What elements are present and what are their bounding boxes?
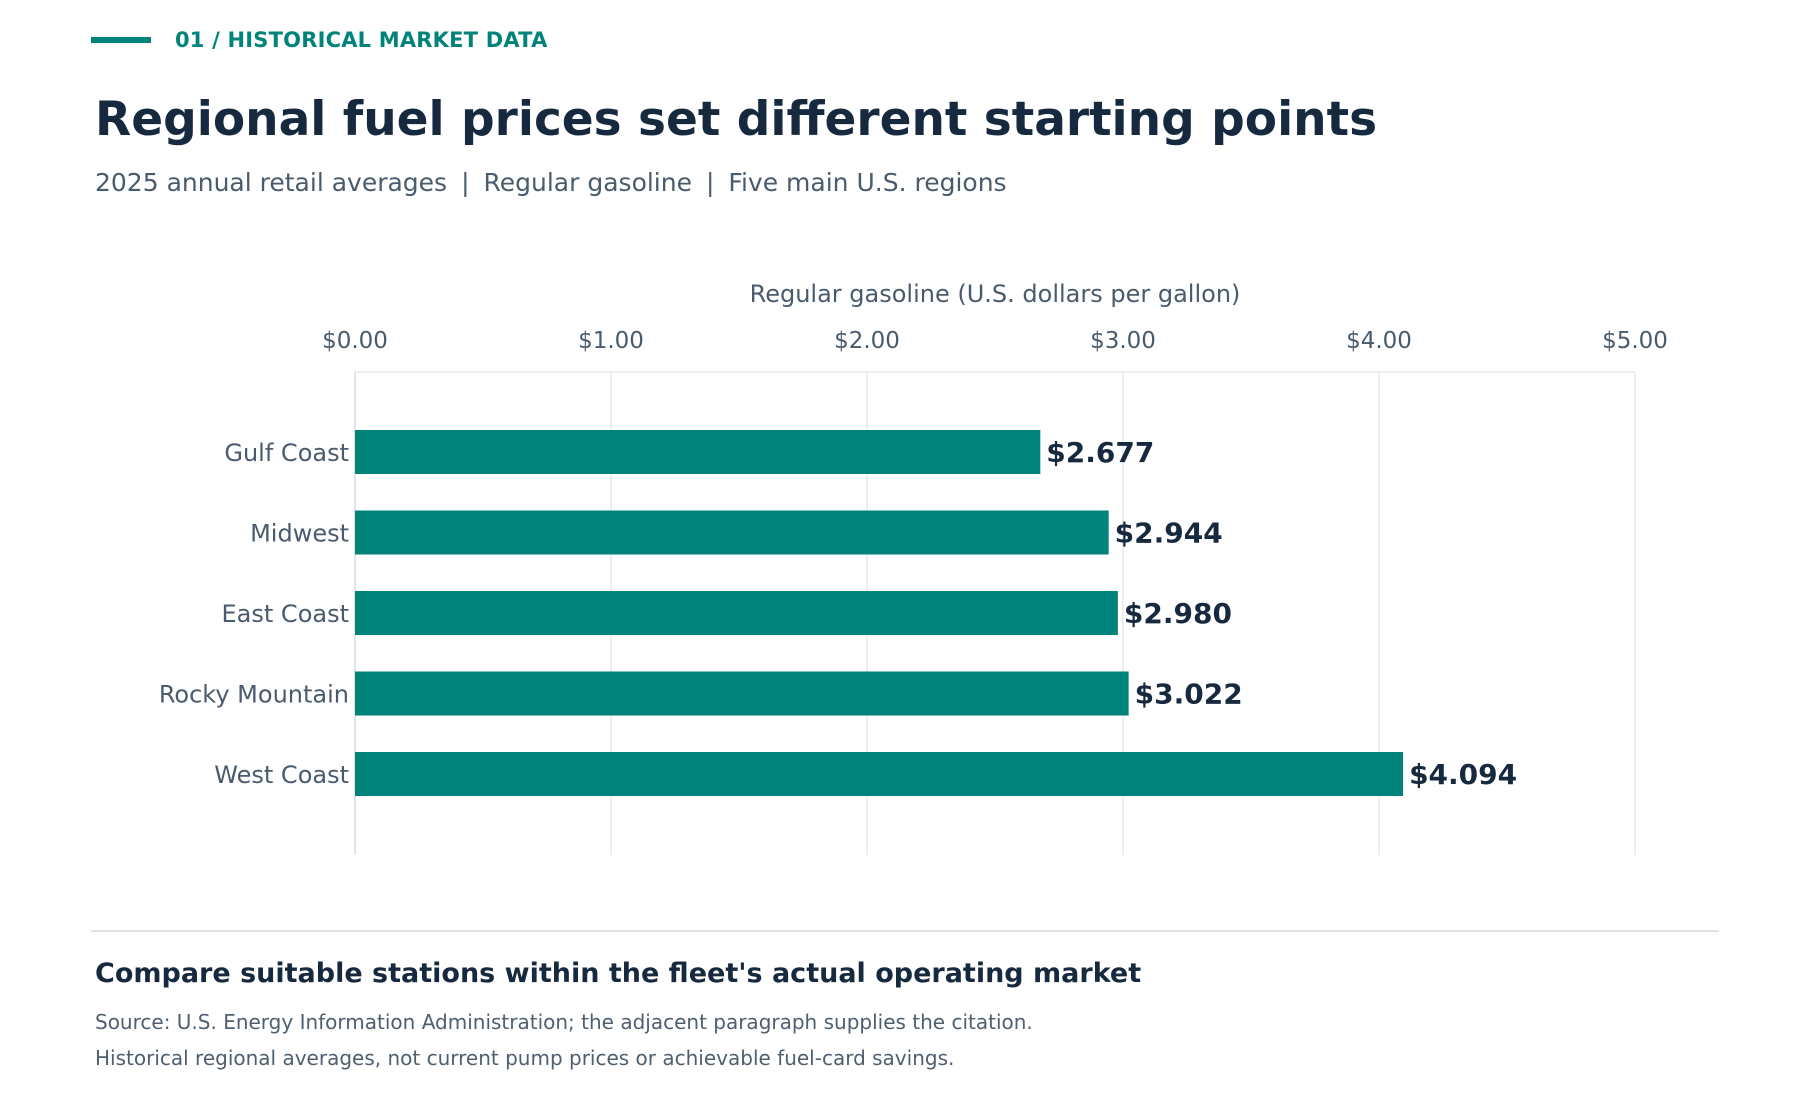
x-tick-label: $4.00 <box>1346 328 1412 354</box>
caveat-note: Historical regional averages, not curren… <box>95 1046 955 1070</box>
value-label: $2.944 <box>1115 517 1223 550</box>
subtitle-separator: | <box>705 168 715 197</box>
x-tick-label: $0.00 <box>322 328 388 354</box>
bar-east-coast <box>355 591 1118 635</box>
subtitle-part-year: 2025 annual retail averages <box>95 168 448 197</box>
x-tick-label: $3.00 <box>1090 328 1156 354</box>
bar-west-coast <box>355 752 1404 796</box>
category-label: West Coast <box>214 761 349 789</box>
chart-bars: Gulf Coast $2.677 Midwest $2.944 East Coast $… <box>159 430 1517 796</box>
bar-gulf-coast <box>355 430 1041 474</box>
category-label: Gulf Coast <box>224 439 349 467</box>
category-label: Midwest <box>250 520 349 548</box>
x-tick-label: $2.00 <box>834 328 900 354</box>
fuel-price-bar-chart: Regular gasoline (U.S. dollars per gallo… <box>159 280 1668 855</box>
eyebrow-label: 01 / HISTORICAL MARKET DATA <box>175 28 548 52</box>
x-axis-ticks: $0.00 $1.00 $2.00 $3.00 $4.00 $5.00 <box>322 328 1668 354</box>
section-eyebrow: 01 / HISTORICAL MARKET DATA <box>91 28 548 52</box>
x-tick-label: $5.00 <box>1602 328 1668 354</box>
page-subtitle: 2025 annual retail averages | Regular gaso… <box>95 168 1007 197</box>
bar-midwest <box>355 510 1109 555</box>
subtitle-part-regions: Five main U.S. regions <box>728 168 1007 197</box>
category-label: Rocky Mountain <box>159 681 349 709</box>
value-label: $4.094 <box>1409 758 1517 791</box>
takeaway-heading: Compare suitable stations within the fle… <box>95 958 1142 989</box>
category-label: East Coast <box>222 600 349 628</box>
section-divider <box>91 930 1719 932</box>
subtitle-part-fuel: Regular gasoline <box>483 168 692 197</box>
bar-rocky-mountain <box>355 671 1129 716</box>
x-axis-title: Regular gasoline (U.S. dollars per gallo… <box>750 280 1241 308</box>
subtitle-separator: | <box>461 168 470 197</box>
value-label: $2.677 <box>1046 436 1154 469</box>
value-label: $2.980 <box>1124 597 1232 630</box>
eyebrow-accent-rule <box>91 37 151 43</box>
page-title: Regional fuel prices set different start… <box>95 92 1378 147</box>
source-note: Source: U.S. Energy Information Administ… <box>95 1010 1033 1034</box>
value-label: $3.022 <box>1135 678 1243 711</box>
x-tick-label: $1.00 <box>578 328 644 354</box>
